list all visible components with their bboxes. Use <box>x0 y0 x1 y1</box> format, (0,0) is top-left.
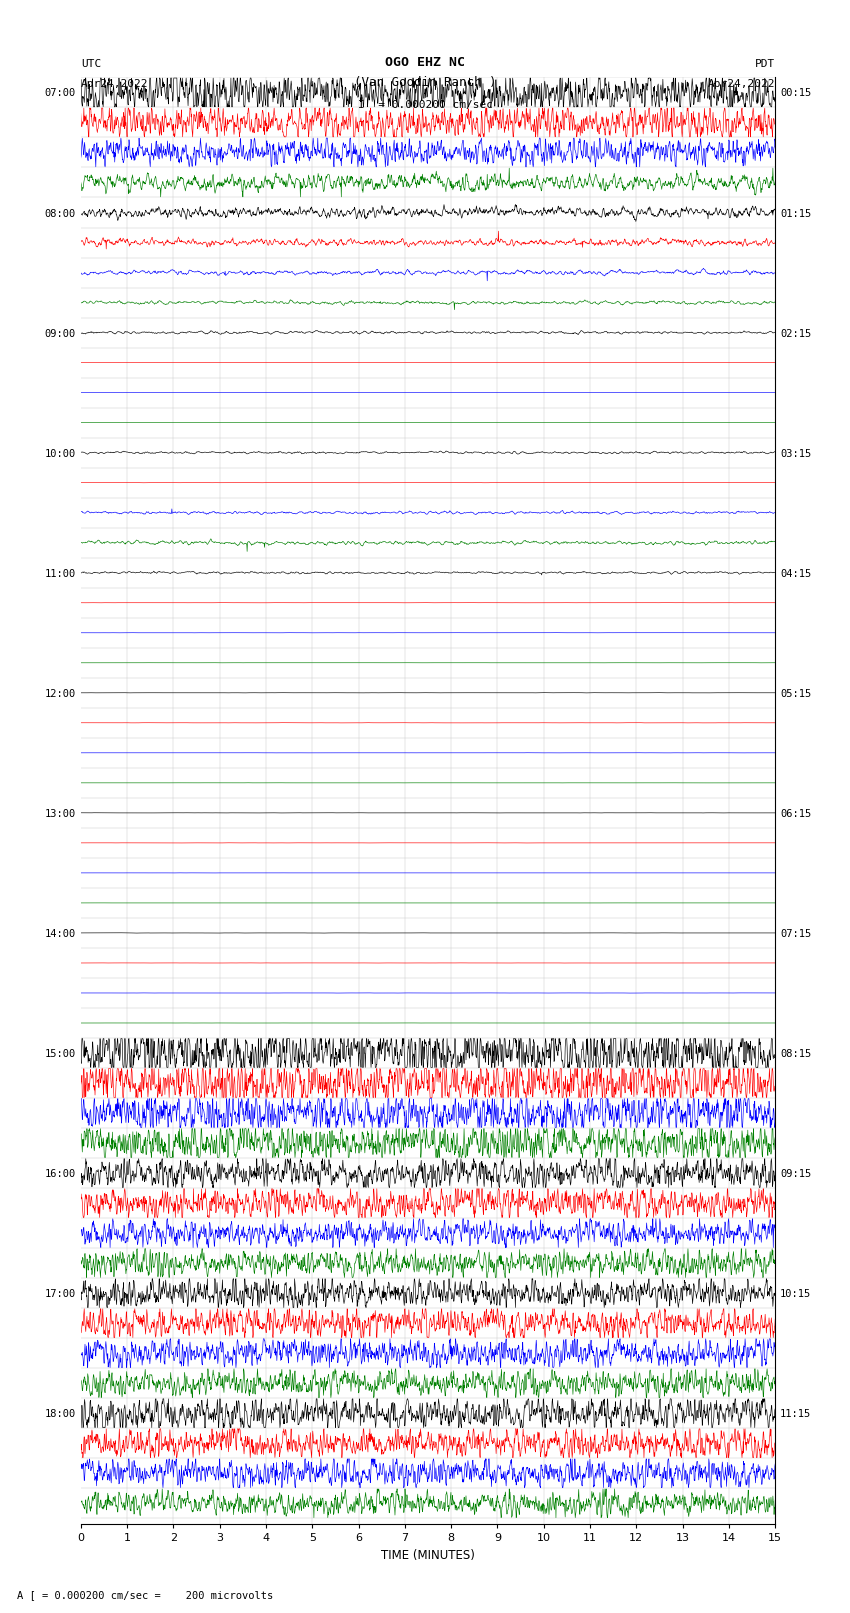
Text: Apr24,2022: Apr24,2022 <box>708 79 775 89</box>
Text: A [ = 0.000200 cm/sec =    200 microvolts: A [ = 0.000200 cm/sec = 200 microvolts <box>17 1590 273 1600</box>
Text: PDT: PDT <box>755 60 775 69</box>
Text: I  = 0.000200 cm/sec: I = 0.000200 cm/sec <box>358 100 492 110</box>
Text: (Van Goodin Ranch ): (Van Goodin Ranch ) <box>354 76 496 89</box>
Text: UTC: UTC <box>81 60 101 69</box>
Text: Apr24,2022: Apr24,2022 <box>81 79 148 89</box>
X-axis label: TIME (MINUTES): TIME (MINUTES) <box>381 1548 475 1561</box>
Text: OGO EHZ NC: OGO EHZ NC <box>385 56 465 69</box>
